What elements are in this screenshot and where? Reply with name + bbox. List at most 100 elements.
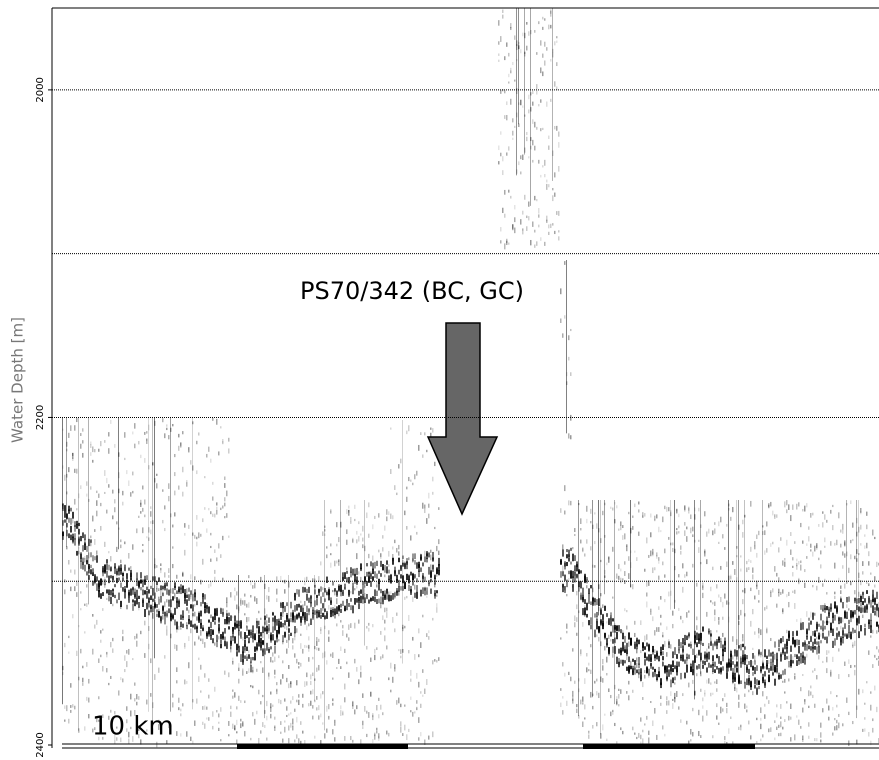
echogram-floor (266, 628, 268, 635)
echogram-speckle (368, 712, 370, 718)
echogram-floor (196, 600, 198, 606)
echogram-floor (384, 590, 386, 594)
echogram-speckle (724, 693, 726, 697)
echogram-speckle (338, 612, 340, 617)
echogram-floor (388, 594, 390, 602)
echogram-floor (80, 560, 82, 569)
echogram-floor (340, 589, 342, 597)
echogram-speckle (180, 626, 182, 630)
echogram-floor (630, 665, 632, 670)
echogram-floor (588, 620, 590, 626)
echogram-speckle (114, 711, 116, 715)
echogram-speckle (860, 524, 862, 530)
echogram-speckle (212, 496, 214, 501)
echogram-floor (162, 592, 164, 597)
echogram-speckle (874, 536, 876, 540)
echogram-speckle (778, 724, 780, 728)
echogram-speckle (198, 657, 200, 660)
echogram-speckle (608, 688, 610, 693)
echogram-speckle (660, 530, 662, 533)
echogram-speckle (866, 581, 868, 584)
echogram-speckle (804, 582, 806, 588)
echogram-speckle (240, 718, 242, 722)
echogram-speckle (758, 530, 760, 536)
echogram-speckle (138, 725, 140, 732)
echogram-speckle (584, 553, 586, 557)
echogram-speckle (824, 545, 826, 548)
echogram-speckle (310, 700, 312, 706)
echogram-speckle (238, 695, 240, 701)
echogram-speckle (320, 693, 322, 699)
echogram-speckle (240, 597, 242, 604)
echogram-speckle (282, 674, 284, 679)
echogram-speckle (200, 533, 202, 537)
echogram-speckle (716, 679, 718, 685)
echogram-speckle (198, 432, 200, 436)
echogram-speckle (830, 669, 832, 676)
echogram-speckle (116, 573, 118, 577)
echogram-speckle (66, 473, 68, 478)
echogram-floor (566, 554, 568, 559)
echogram-floor (64, 505, 66, 512)
echogram-speckle (378, 735, 380, 741)
echogram-speckle (852, 627, 854, 632)
echogram-speckle (710, 692, 712, 697)
echogram-floor (842, 601, 844, 609)
echogram-floor (752, 652, 754, 659)
echogram-floor (424, 556, 426, 563)
echogram-speckle (256, 710, 258, 715)
echogram-speckle (794, 673, 796, 676)
echogram-speckle (800, 564, 802, 571)
echogram-speckle (398, 551, 400, 556)
echogram-speckle (298, 738, 300, 744)
echogram-speckle (690, 527, 692, 534)
echogram-speckle (160, 570, 162, 574)
echogram-speckle (602, 678, 604, 683)
echogram-floor (370, 580, 372, 587)
echogram-floor (828, 611, 830, 619)
echogram-speckle (508, 146, 510, 151)
echogram-floor (438, 570, 440, 576)
echogram-floor (604, 605, 606, 611)
echogram-speckle (834, 726, 836, 731)
echogram-speckle (516, 112, 518, 118)
echogram-floor (330, 597, 332, 604)
echogram-speckle (82, 440, 84, 444)
echogram-speckle (422, 454, 424, 458)
echogram-speckle (100, 441, 102, 447)
echogram-floor (308, 586, 310, 593)
echogram-floor (564, 586, 566, 593)
echogram-speckle (362, 544, 364, 549)
echogram-speckle (336, 522, 338, 528)
echogram-speckle (136, 528, 138, 534)
echogram-speckle (698, 730, 700, 737)
echogram-speckle (420, 642, 422, 648)
echogram-floor (816, 646, 818, 655)
echogram-speckle (866, 524, 868, 530)
echogram-speckle (350, 735, 352, 741)
echogram-speckle (406, 430, 408, 435)
echogram-floor (690, 666, 692, 672)
echogram-speckle (302, 693, 304, 698)
echogram-speckle (254, 596, 256, 602)
echogram-speckle (710, 600, 712, 603)
echogram-speckle (796, 715, 798, 718)
echogram-floor (410, 589, 412, 595)
echogram-floor (404, 581, 406, 590)
echogram-speckle (254, 582, 256, 589)
echogram-speckle (388, 511, 390, 515)
echogram-floor (184, 588, 186, 597)
echogram-floor (294, 626, 296, 634)
echogram-speckle (324, 533, 326, 537)
echogram-streak (118, 417, 119, 550)
echogram-speckle (522, 228, 524, 235)
echogram-floor (570, 561, 572, 565)
echogram-speckle (160, 563, 162, 566)
echogram-speckle (212, 711, 214, 717)
echogram-speckle (104, 491, 106, 494)
echogram-speckle (766, 521, 768, 527)
echogram-speckle (280, 699, 282, 705)
echogram-floor (712, 661, 714, 666)
echogram-floor (92, 580, 94, 586)
echogram-speckle (856, 517, 858, 524)
